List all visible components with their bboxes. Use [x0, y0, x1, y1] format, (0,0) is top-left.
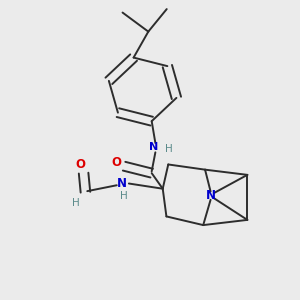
- Text: N: N: [117, 177, 127, 190]
- Text: N: N: [149, 142, 158, 152]
- Text: O: O: [112, 156, 122, 169]
- Text: N: N: [206, 189, 216, 202]
- Text: H: H: [120, 190, 128, 201]
- Text: O: O: [75, 158, 85, 171]
- Text: H: H: [166, 144, 173, 154]
- Text: H: H: [72, 198, 80, 208]
